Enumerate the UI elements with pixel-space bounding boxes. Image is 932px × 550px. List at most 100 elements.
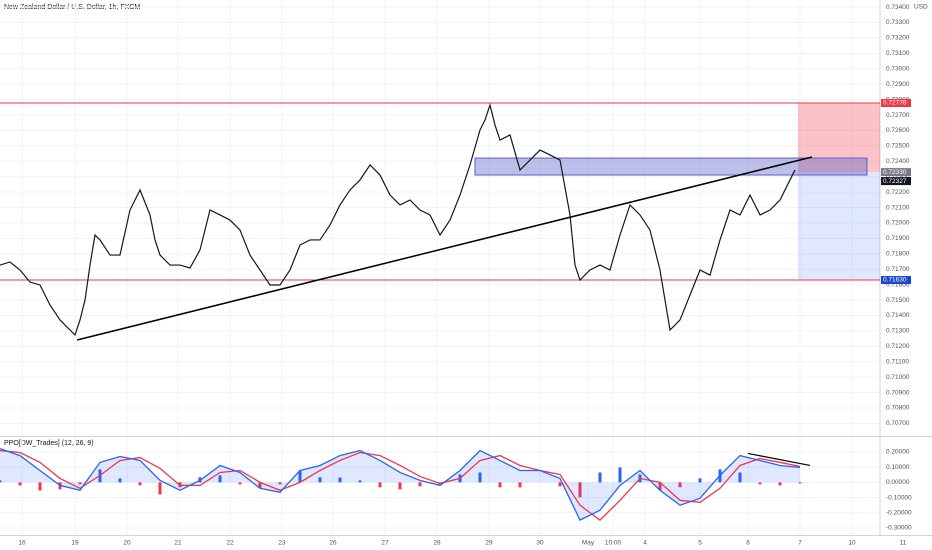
ppo-line <box>0 447 801 521</box>
histogram-bar <box>498 482 502 488</box>
x-tick-label: 19 <box>71 540 79 547</box>
x-tick-label: 22 <box>226 540 234 547</box>
histogram-bar <box>578 482 582 498</box>
histogram-bar <box>398 482 402 490</box>
y-tick-label: 0.71300 <box>886 328 910 335</box>
histogram-bar <box>378 482 382 488</box>
histogram-bar <box>338 477 342 483</box>
x-tick-label: 10 <box>848 540 856 547</box>
y-tick-label: 0.71800 <box>886 251 910 258</box>
x-tick-label: 29 <box>485 540 493 547</box>
y-tick-label: 0.73100 <box>886 50 910 57</box>
y-tick-label: 0.72100 <box>886 204 910 211</box>
y-tick-label: 0.73400 <box>886 4 910 11</box>
indicator-title: PPO[DW_Trades] (12, 26, 9) <box>4 440 94 447</box>
y-tick-label: 0.10000 <box>886 464 910 471</box>
price-label-box <box>881 99 911 108</box>
y-tick-label: 0.72200 <box>886 189 910 196</box>
histogram-bar <box>598 472 602 483</box>
trend-line <box>76 156 813 341</box>
histogram-bar <box>558 482 562 487</box>
histogram-bar <box>78 482 82 485</box>
histogram-bar <box>0 480 2 483</box>
price-line <box>0 102 796 337</box>
price-label-box <box>881 168 911 177</box>
x-tick-label: 20 <box>123 540 131 547</box>
histogram-bar <box>618 467 622 483</box>
histogram-bar <box>118 478 122 483</box>
x-tick-label: 16 <box>18 540 26 547</box>
histogram-bar <box>698 478 702 483</box>
y-tick-label: 0.71700 <box>886 266 910 273</box>
price-label-box <box>881 177 911 186</box>
x-tick-label: May <box>582 540 595 547</box>
stop-zone <box>798 103 880 172</box>
histogram-bar <box>158 482 162 495</box>
histogram-bar <box>678 482 682 488</box>
histogram-bar <box>778 482 782 486</box>
currency-label: USD <box>914 4 928 11</box>
y-tick-label: -0.10000 <box>886 494 912 501</box>
price-label-box <box>881 276 911 285</box>
x-tick-label: 4 <box>643 540 647 547</box>
x-tick-label: 21 <box>174 540 182 547</box>
trend-line <box>747 452 811 467</box>
y-tick-label: 0.72300 <box>886 173 910 180</box>
histogram-bar <box>758 482 762 485</box>
x-tick-label: 6 <box>746 540 750 547</box>
y-tick-label: 0.72500 <box>886 143 910 150</box>
x-tick-label: 10:00 <box>605 540 622 547</box>
histogram-bar <box>478 472 482 483</box>
x-tick-label: 23 <box>278 540 286 547</box>
y-tick-label: 0.70700 <box>886 420 910 427</box>
x-tick-label: 30 <box>536 540 544 547</box>
y-tick-label: 0.73300 <box>886 19 910 26</box>
ppo-area <box>0 448 800 521</box>
y-tick-label: 0.00000 <box>886 479 910 486</box>
target-zone <box>798 171 880 281</box>
x-tick-label: 7 <box>798 540 802 547</box>
histogram-bar <box>298 470 302 483</box>
x-tick-label: 26 <box>329 540 337 547</box>
y-tick-label: 0.71200 <box>886 343 910 350</box>
y-tick-label: 0.73200 <box>886 35 910 42</box>
price-label: 0.72327 <box>883 178 907 185</box>
histogram-bar <box>218 475 222 483</box>
histogram-bar <box>658 482 662 491</box>
histogram-bar <box>418 482 422 487</box>
histogram-bar <box>358 480 362 483</box>
histogram-bar <box>738 472 742 483</box>
x-tick-label: 5 <box>698 540 702 547</box>
histogram-bar <box>518 482 522 488</box>
y-tick-label: -0.30000 <box>886 525 912 532</box>
y-tick-label: 0.72400 <box>886 158 910 165</box>
y-tick-label: 0.20000 <box>886 449 910 456</box>
histogram-bar <box>798 482 802 484</box>
y-tick-label: 0.72900 <box>886 81 910 88</box>
y-tick-label: 0.71000 <box>886 374 910 381</box>
zone <box>474 157 868 176</box>
histogram-bar <box>258 482 262 489</box>
histogram-bar <box>278 482 282 485</box>
price-label: 0.72778 <box>883 100 907 107</box>
y-tick-label: 0.73000 <box>886 65 910 72</box>
x-tick-label: 27 <box>381 540 389 547</box>
histogram-bar <box>38 482 42 491</box>
y-tick-label: 0.71600 <box>886 281 910 288</box>
histogram-bar <box>318 477 322 483</box>
x-tick-label: 28 <box>433 540 441 547</box>
histogram-bar <box>238 482 242 485</box>
y-tick-label: 0.72000 <box>886 220 910 227</box>
histogram-bar <box>18 482 22 486</box>
y-tick-label: 0.70800 <box>886 405 910 412</box>
y-tick-label: 0.71100 <box>886 358 909 365</box>
y-tick-label: 0.71900 <box>886 235 910 242</box>
y-tick-label: 0.70900 <box>886 389 910 396</box>
y-tick-label: 0.71400 <box>886 312 910 319</box>
y-tick-label: 0.72600 <box>886 127 910 134</box>
y-tick-label: -0.20000 <box>886 510 912 517</box>
y-tick-label: 0.71500 <box>886 297 910 304</box>
histogram-bar <box>138 482 142 486</box>
